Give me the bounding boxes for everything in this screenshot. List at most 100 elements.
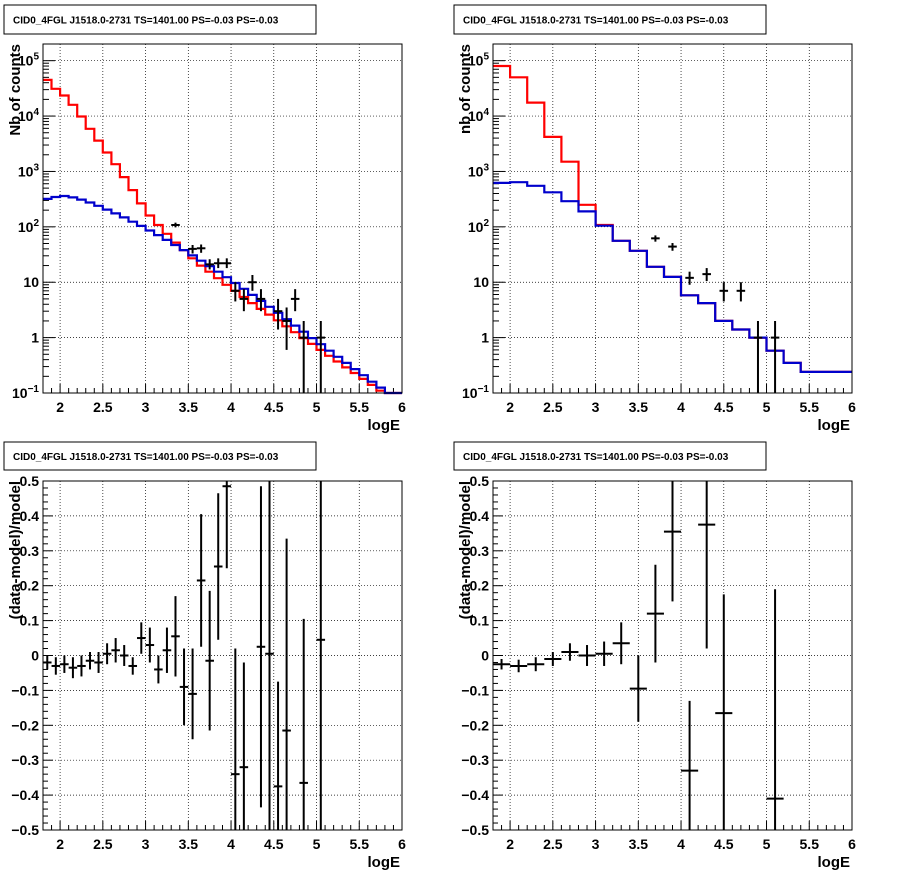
data-point [510,659,528,673]
x-axis-title: logE [368,417,401,434]
data-point [265,481,274,830]
y-tick-label: −0.4 [461,787,489,803]
data-point [256,486,266,808]
data-point [736,282,746,302]
x-tick-label: 6 [398,836,406,852]
series-line-1 [43,194,402,395]
x-tick-label: 5 [763,836,771,852]
x-tick-label: 2.5 [93,399,113,415]
data-point [128,657,138,675]
x-tick-label: 4.5 [714,399,734,415]
x-tick-label: 5 [313,399,321,415]
y-tick-label: 0.3 [470,543,490,559]
data-point [119,645,129,666]
chart-bottom-left: CID0_4FGL J1518.0-2731 TS=1401.00 PS=-0.… [3,441,406,871]
data-point [595,641,613,666]
x-tick-label: 3 [142,399,150,415]
title-box [453,4,767,35]
data-point [222,481,232,569]
chart-bottom-right: CID0_4FGL J1518.0-2731 TS=1401.00 PS=-0.… [453,441,856,871]
y-tick-label: 0.1 [20,613,40,629]
x-tick-label: 3.5 [629,836,649,852]
y-tick-label: 105 [18,52,40,69]
x-tick-label: 4.5 [714,836,734,852]
title-box [3,441,317,471]
data-point [316,320,326,393]
chart-title: CID0_4FGL J1518.0-2731 TS=1401.00 PS=-0.… [463,16,729,27]
data-point [719,282,729,302]
data-point [753,320,763,393]
title-box [3,4,317,35]
data-point [629,655,647,722]
title-box [453,441,767,471]
y-axis-title: (data-model)/model [457,481,474,619]
data-point [770,320,780,393]
x-tick-label: 6 [398,399,406,415]
data-point [51,657,61,675]
data-point [715,594,733,830]
data-point [179,648,189,726]
data-point [68,657,78,679]
x-tick-label: 2.5 [543,836,563,852]
y-tick-label: 10−1 [12,384,39,401]
plot-frame [492,480,853,831]
x-tick-label: 4 [227,836,235,852]
x-tick-label: 2 [56,836,64,852]
y-tick-label: 1 [481,330,489,346]
data-point [77,655,86,677]
x-tick-label: 3.5 [179,836,199,852]
x-tick-label: 3 [592,399,600,415]
x-tick-label: 2 [506,836,514,852]
y-tick-label: −0.5 [11,822,39,838]
data-point [171,596,180,677]
x-tick-label: 2.5 [93,836,113,852]
x-tick-label: 6 [848,836,856,852]
x-tick-label: 5.5 [800,399,820,415]
y-tick-label: −0.2 [461,717,489,733]
data-point [137,622,146,654]
data-point [273,681,283,830]
plot-frame [42,480,403,831]
x-tick-label: 5.5 [350,836,370,852]
data-point [248,275,257,291]
y-tick-label: 0.3 [20,543,40,559]
y-tick-label: −0.5 [461,822,489,838]
x-tick-label: 3 [142,836,150,852]
x-tick-label: 3 [592,836,600,852]
data-point [256,289,266,312]
chart-title: CID0_4FGL J1518.0-2731 TS=1401.00 PS=-0.… [13,16,279,27]
x-tick-label: 4 [227,399,235,415]
series-line-0 [43,78,402,395]
y-tick-label: 103 [468,162,490,179]
x-tick-label: 2 [56,399,64,415]
y-tick-label: 0.5 [470,473,490,489]
y-tick-label: 104 [468,107,490,124]
y-tick-label: −0.3 [461,752,489,768]
data-point [685,271,694,285]
y-tick-label: 0 [31,648,39,664]
data-point [578,645,596,666]
x-tick-label: 6 [848,399,856,415]
data-point [527,657,545,672]
data-point [651,235,660,242]
data-point [196,244,206,253]
y-tick-label: 0.5 [20,473,40,489]
data-point [222,258,232,269]
y-tick-label: 10 [473,274,489,290]
data-point [612,622,630,665]
x-tick-label: 4.5 [264,399,284,415]
data-point [94,652,103,673]
chart-title: CID0_4FGL J1518.0-2731 TS=1401.00 PS=-0.… [13,452,279,463]
x-tick-label: 4.5 [264,836,284,852]
data-point [196,514,206,647]
data-point [43,655,52,670]
data-point [85,652,95,670]
data-point [162,627,172,673]
data-point [145,627,155,663]
series-line-0 [493,64,852,373]
data-point [102,643,112,665]
y-tick-label: 102 [18,218,40,235]
y-tick-label: 103 [18,162,40,179]
data-point [239,662,249,830]
